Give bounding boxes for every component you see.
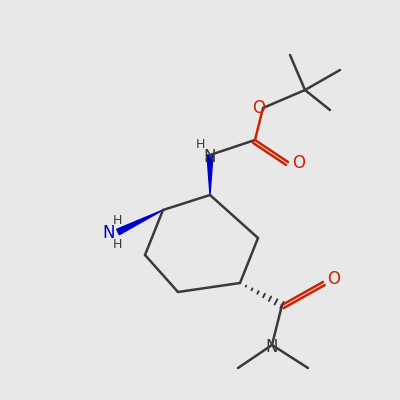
Text: N: N — [266, 338, 278, 356]
Polygon shape — [117, 210, 163, 235]
Text: H: H — [112, 214, 122, 228]
Text: H: H — [195, 138, 205, 152]
Polygon shape — [207, 155, 213, 195]
Text: N: N — [204, 148, 216, 166]
Text: O: O — [252, 99, 266, 117]
Text: N: N — [103, 224, 115, 242]
Text: H: H — [112, 238, 122, 250]
Text: O: O — [292, 154, 306, 172]
Text: O: O — [328, 270, 340, 288]
